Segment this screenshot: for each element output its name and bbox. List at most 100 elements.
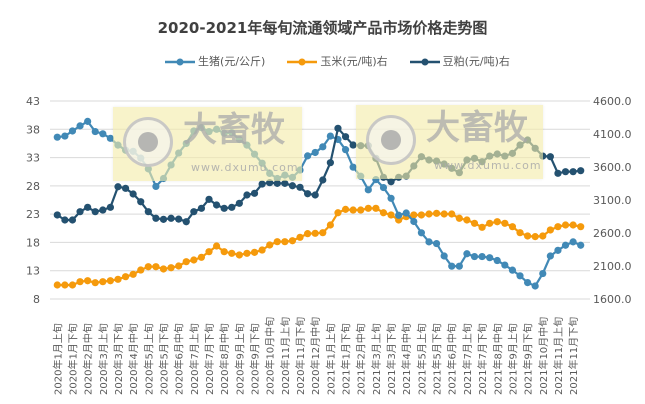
data-point-2 (387, 178, 395, 186)
data-point-2 (273, 179, 281, 187)
data-point-0 (349, 163, 357, 171)
data-point-1 (455, 214, 463, 222)
x-axis-tick-label: 2020年5月下旬 (157, 323, 170, 395)
data-point-1 (250, 248, 259, 256)
watermark-2: 大畜牧 www.dxumu.com (356, 105, 543, 179)
data-point-0 (493, 256, 501, 265)
data-point-0 (478, 252, 486, 261)
left-axis-tick-label: 18 (26, 236, 40, 249)
data-point-1 (304, 230, 312, 238)
data-point-2 (228, 203, 236, 211)
data-point-1 (114, 275, 122, 283)
right-axis-tick-label: 4600.0 (593, 95, 632, 108)
data-point-0 (531, 282, 539, 290)
data-point-2 (258, 180, 266, 188)
data-point-1 (91, 279, 99, 287)
data-point-0 (402, 209, 410, 217)
legend-item-pig: 生猪(元/公斤) (165, 55, 265, 69)
x-axis-tick-label: 2021年5月上旬 (415, 323, 428, 395)
left-axis-tick-label: 28 (26, 180, 40, 193)
data-point-0 (546, 252, 554, 260)
data-point-1 (334, 209, 342, 217)
data-point-2 (84, 203, 92, 211)
data-point-1 (501, 219, 509, 227)
x-axis-tick-label: 2021年5月下旬 (431, 323, 444, 395)
data-point-1 (84, 277, 92, 285)
data-point-1 (106, 277, 114, 285)
x-axis-tick-label: 2021年9月上旬 (506, 323, 519, 395)
data-point-2 (175, 215, 183, 223)
data-point-2 (250, 189, 259, 197)
data-point-2 (569, 168, 577, 176)
data-point-1 (326, 221, 334, 229)
data-point-0 (524, 278, 532, 287)
data-point-0 (432, 239, 441, 248)
data-point-1 (137, 266, 145, 274)
watermark-eye-icon (123, 117, 173, 167)
data-point-1 (524, 232, 532, 240)
right-axis-tick-label: 4100.0 (593, 128, 632, 141)
data-point-1 (281, 238, 289, 246)
data-point-2 (341, 133, 350, 141)
x-axis-tick-label: 2020年1月下旬 (66, 323, 79, 395)
data-point-2 (577, 167, 585, 175)
data-point-2 (349, 141, 357, 149)
x-axis-tick-label: 2020年8月中旬 (218, 323, 231, 395)
data-point-1 (577, 223, 585, 231)
data-point-1 (319, 229, 327, 237)
right-axis-tick-label: 2100.0 (593, 260, 632, 273)
data-point-1 (311, 229, 319, 237)
data-point-2 (121, 184, 130, 192)
data-point-2 (296, 183, 304, 191)
data-point-0 (364, 186, 372, 194)
data-point-2 (76, 208, 84, 216)
data-point-1 (546, 226, 554, 234)
data-point-2 (235, 199, 243, 207)
data-point-2 (205, 195, 213, 203)
watermark-logo: 大畜牧 (426, 108, 528, 148)
x-axis-tick-label: 2020年9月下旬 (249, 323, 262, 395)
watermark-url: www.dxumu.com (191, 161, 299, 174)
data-point-2 (99, 206, 107, 214)
legend-label-soymeal: 豆粕(元/吨)右 (442, 55, 510, 68)
right-axis-tick-label: 3100.0 (593, 194, 632, 207)
x-axis-tick-label: 2021年3月下旬 (385, 323, 398, 395)
data-point-1 (379, 209, 388, 217)
legend-marker-soymeal (409, 58, 440, 66)
legend-marker-pig (165, 58, 196, 66)
data-point-1 (288, 237, 297, 245)
x-axis-tick-label: 2021年3月上旬 (370, 323, 383, 395)
x-axis-tick-label: 2020年5月上旬 (142, 323, 155, 395)
data-point-1 (531, 233, 539, 241)
data-point-1 (508, 223, 517, 231)
data-point-0 (463, 250, 471, 258)
x-axis-tick-label: 2021年11月上旬 (552, 317, 565, 395)
data-point-0 (106, 134, 114, 142)
data-point-1 (440, 210, 448, 218)
data-point-1 (159, 265, 168, 273)
data-point-1 (182, 258, 190, 266)
data-point-1 (486, 219, 494, 227)
data-point-2 (561, 168, 570, 176)
x-axis-tick-label: 2020年1月上旬 (51, 323, 64, 395)
legend-label-pig: 生猪(元/公斤) (198, 55, 266, 68)
left-axis-tick-label: 38 (26, 123, 40, 136)
data-point-2 (190, 208, 198, 216)
chart-title: 2020-2021年每旬流通领域产品市场价格走势图 (157, 19, 488, 37)
watermark-url: www.dxumu.com (434, 159, 542, 172)
data-point-2 (114, 183, 122, 191)
data-point-0 (577, 241, 585, 249)
x-axis-tick-label: 2021年6月中旬 (446, 323, 459, 395)
x-axis-tick-label: 2021年7月上旬 (461, 323, 474, 395)
data-point-1 (61, 281, 69, 289)
x-axis-tick-label: 2021年7月下旬 (476, 323, 489, 395)
data-point-1 (243, 249, 251, 257)
data-point-0 (440, 252, 448, 260)
data-point-2 (106, 203, 114, 211)
data-point-1 (349, 206, 357, 214)
data-point-1 (258, 246, 266, 254)
right-axis-tick-label: 1600.0 (593, 293, 632, 306)
data-point-1 (129, 270, 137, 278)
data-point-1 (410, 211, 418, 219)
right-axis-tick-label: 2600.0 (593, 227, 632, 240)
